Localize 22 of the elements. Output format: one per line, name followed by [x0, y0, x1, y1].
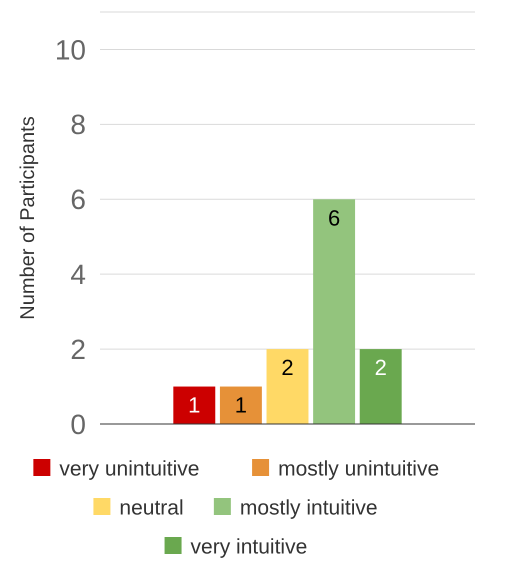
- bar: [313, 199, 356, 424]
- bar: [220, 386, 262, 424]
- y-axis-title: Number of Participants: [17, 116, 39, 320]
- data-label: 2: [374, 355, 387, 380]
- bar: [266, 349, 308, 424]
- legend-label: very unintuitive: [59, 457, 200, 480]
- legend-label: neutral: [119, 496, 184, 520]
- y-tick-label: 8: [70, 109, 86, 140]
- data-label: 1: [234, 392, 248, 418]
- legend-label: mostly unintuitive: [278, 457, 440, 480]
- bar: [173, 386, 216, 424]
- y-tick-label: 10: [54, 34, 86, 66]
- legend-label: very intuitive: [190, 535, 308, 558]
- data-label: 1: [188, 392, 200, 418]
- bar: [360, 349, 402, 424]
- data-label: 2: [281, 355, 294, 380]
- y-tick-label: 0: [70, 408, 86, 440]
- y-tick-label: 4: [70, 258, 86, 290]
- y-tick-label: 2: [70, 334, 86, 365]
- legend-label: mostly intuitive: [240, 496, 378, 520]
- y-tick-label: 6: [70, 184, 86, 216]
- data-label: 6: [328, 205, 340, 230]
